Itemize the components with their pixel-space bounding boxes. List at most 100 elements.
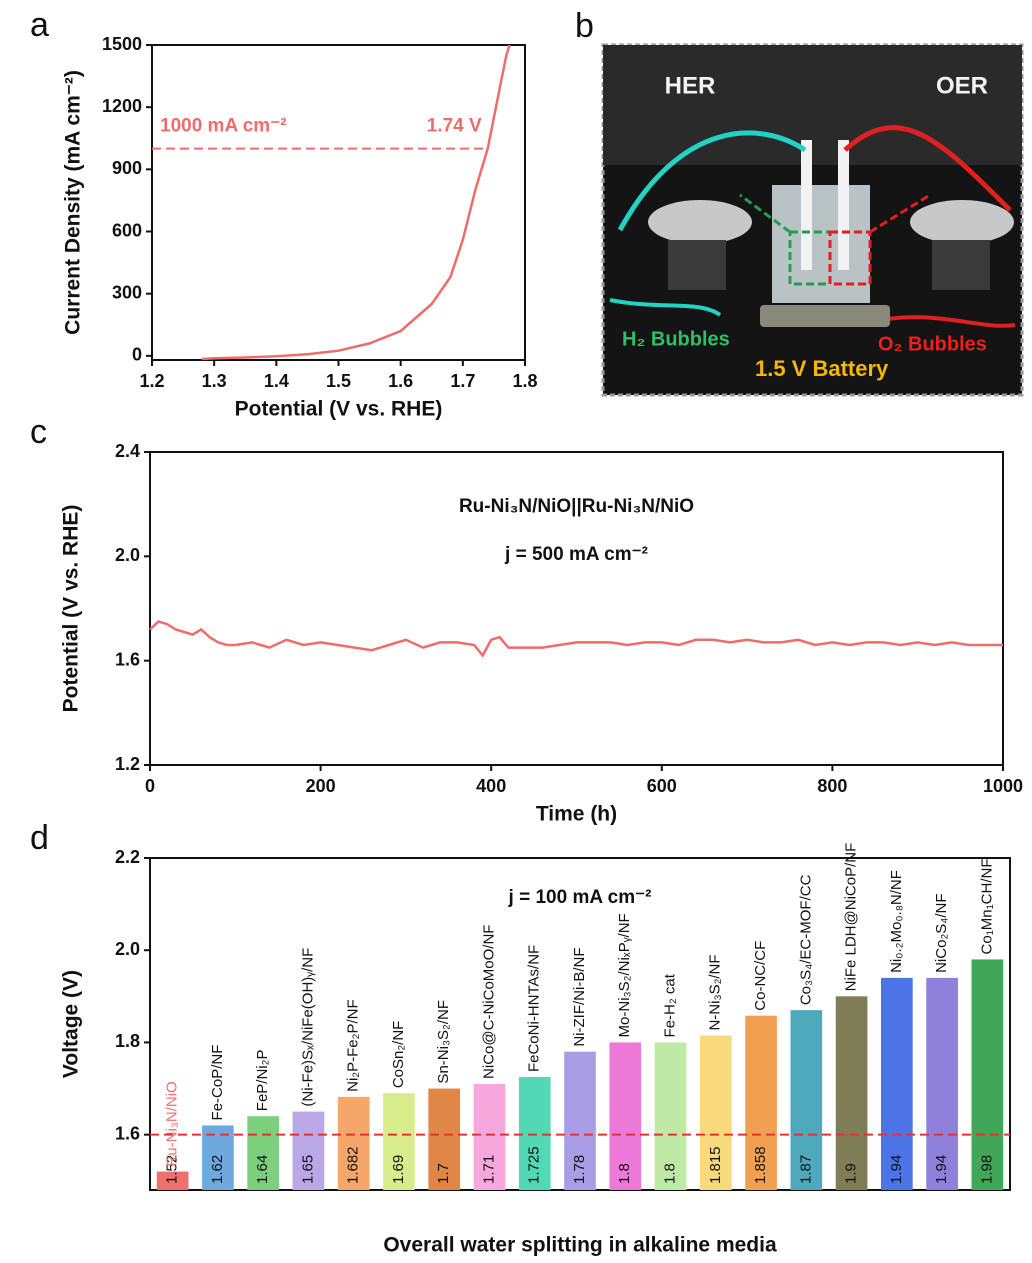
panel-letter: b [575,7,594,45]
x-axis-title: Time (h) [536,803,617,826]
bar [654,1042,687,1190]
panel-letter: d [30,819,49,857]
x-tick-label: 400 [476,776,506,796]
bar [835,996,868,1190]
bar-category-label: FeCoNi-HNTAs/NF [526,945,543,1072]
bar [699,1035,732,1190]
bar-value-label: 1.52 [164,1155,181,1184]
bar-value-label: 1.87 [797,1155,814,1184]
bar-value-label: 1.62 [209,1155,226,1184]
electrode [801,140,812,270]
bar [247,1116,279,1190]
y-tick-label: 1.6 [115,1123,140,1143]
bar-category-label: Ni₂P-Fe₂P/NF [345,999,362,1091]
electrode [838,140,849,270]
bar-category-label: Ru-Ni₃N/NiO [164,1081,181,1166]
y-tick-label: 1.8 [115,1031,140,1051]
x-tick-label: 200 [306,776,336,796]
bar [745,1015,777,1190]
zoom-box [828,230,872,286]
plot-frame [149,451,1004,766]
annotation: 1.74 V [427,116,482,137]
bar [971,959,1004,1190]
bar-category-label: CoSn₂/NF [390,1021,407,1089]
annotation: j = 500 mA cm⁻² [504,544,648,565]
bar-category-label: NiCo@C-NiCoMoO/NF [480,925,497,1079]
bar [156,1171,189,1190]
bar-value-label: 1.69 [390,1155,407,1184]
x-tick-label: 1.8 [512,371,537,391]
bar [926,977,958,1190]
bar [383,1093,415,1190]
x-tick-label: 1.5 [326,371,351,391]
bar-category-label: Mo-Ni₃S₂/NiₓPᵧ/NF [616,913,633,1037]
y-tick-label: 2.0 [115,545,140,565]
photo-panel: b HER OER H₂ Bubbles O₂ Bubbles 1.5 V Ba… [575,7,1024,397]
bar-value-label: 1.682 [345,1146,362,1184]
bar-value-label: 1.725 [526,1146,543,1184]
y-tick-label: 300 [112,282,142,302]
bar-value-label: 1.65 [299,1155,316,1184]
x-tick-label: 600 [647,776,677,796]
annotation: Ru-Ni₃N/NiO||Ru-Ni₃N/NiO [459,496,694,517]
x-tick-label: 0 [145,776,155,796]
x-tick-label: 1.6 [388,371,413,391]
x-tick-label: 1.2 [139,371,164,391]
y-axis-title: Voltage (V) [60,970,83,1078]
photo-label: 1.5 V Battery [755,356,889,381]
zoom-line [739,193,791,234]
bar-category-label: Co₃S₄/EC-MOF/CC [797,874,814,1005]
bar-value-label: 1.78 [571,1155,588,1184]
bar [881,977,913,1190]
bar-category-label: Fe-CoP/NF [209,1045,226,1121]
bar [202,1125,234,1190]
bar-value-label: 1.98 [978,1155,995,1184]
y-tick-label: 2.0 [115,939,140,959]
data-line [201,44,511,361]
bar-value-label: 1.9 [843,1163,860,1184]
annotation: 1000 mA cm⁻² [160,116,287,137]
photo-label: O₂ Bubbles [878,333,987,355]
bar-category-label: NiFe LDH@NiCoP/NF [843,843,860,992]
electrode-foam [668,240,726,290]
plot-frame [151,44,526,361]
bar-category-label: N-Ni₃S₂/NF [707,954,724,1030]
wire [843,125,1012,212]
x-tick-label: 1.4 [264,371,289,391]
battery [760,305,890,327]
y-tick-label: 900 [112,158,142,178]
y-tick-label: 1.6 [115,649,140,669]
data-line [149,620,1003,658]
panel-letter: a [30,6,49,44]
x-axis-title: Overall water splitting in alkaline medi… [383,1234,777,1257]
bar-value-label: 1.71 [480,1155,497,1184]
x-tick-label: 1.7 [450,371,475,391]
bar-value-label: 1.858 [752,1146,769,1184]
bar-value-label: 1.7 [435,1163,452,1184]
x-tick-label: 1.3 [202,371,227,391]
y-tick-label: 2.2 [115,847,140,867]
bar [337,1096,370,1190]
bar-category-label: Sn-Ni₃S₂/NF [435,1000,452,1084]
bar-value-label: 1.8 [661,1163,678,1184]
bar-value-label: 1.815 [707,1146,724,1184]
y-tick-label: 0 [132,345,142,365]
y-tick-label: 1.2 [115,754,140,774]
x-tick-label: 800 [817,776,847,796]
bar-category-label: Co-NC/CF [752,941,769,1011]
photo-label: H₂ Bubbles [622,328,730,350]
wire [609,298,722,317]
bar-category-label: FeP/Ni₂P [254,1050,271,1112]
electrode-disc [648,200,752,244]
y-tick-label: 2.4 [115,441,140,461]
bar [473,1083,506,1190]
electrode-disc [910,200,1014,244]
bar-category-label: Ni-ZIF/Ni-B/NF [571,948,588,1047]
bar [428,1088,461,1190]
bar-value-label: 1.94 [933,1155,950,1184]
bar-category-label: (Ni-Fe)Sₓ/NiFe(OH)ᵧ/NF [299,948,316,1107]
bar-value-label: 1.94 [888,1155,905,1184]
y-axis-title: Potential (V vs. RHE) [60,505,83,713]
